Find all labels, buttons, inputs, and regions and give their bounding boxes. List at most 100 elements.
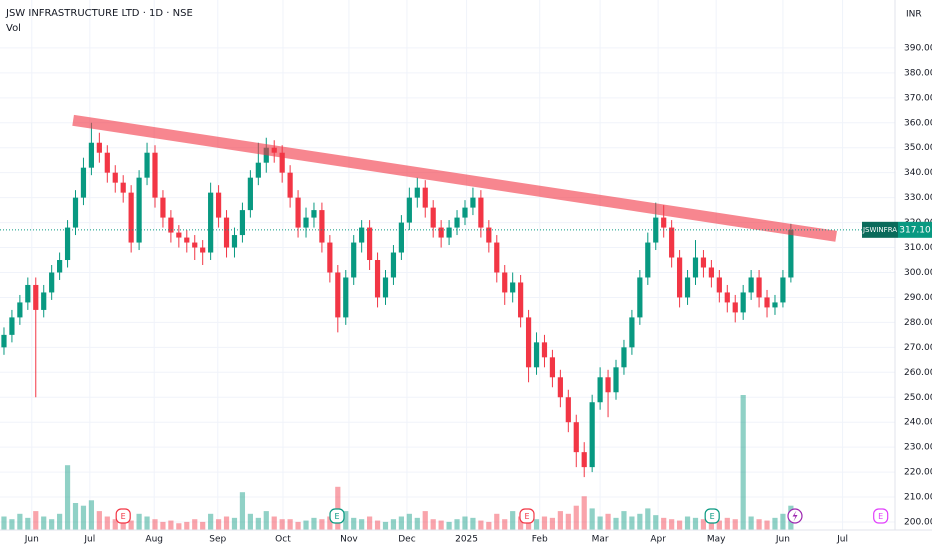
- volume-bar: [676, 520, 683, 530]
- candle-body: [96, 142, 102, 153]
- volume-bar: [263, 511, 269, 530]
- volume-bar: [374, 520, 381, 530]
- split-icon: [787, 508, 803, 524]
- candle-body: [669, 227, 675, 258]
- volume-bar: [573, 505, 579, 530]
- volume-bar: [208, 513, 214, 530]
- candle-body: [446, 227, 452, 238]
- volume-bar: [510, 511, 516, 530]
- volume-bar: [41, 516, 47, 530]
- x-tick-label: Nov: [340, 535, 358, 545]
- last-price-label: 317.10: [899, 225, 931, 235]
- volume-bar: [478, 520, 484, 530]
- event-marker: [519, 508, 535, 524]
- candle-body: [231, 235, 238, 248]
- volume-bar: [653, 515, 659, 530]
- volume-bar: [367, 516, 373, 530]
- volume-bar: [200, 521, 206, 530]
- candle-body: [390, 252, 397, 278]
- event-label: E: [121, 512, 126, 521]
- volume-bar: [247, 513, 253, 530]
- volume-bar: [104, 516, 110, 530]
- volume-bar: [223, 516, 230, 530]
- volume-bar: [80, 505, 87, 530]
- volume-bar: [184, 521, 190, 530]
- candle-body: [239, 210, 246, 236]
- candle-body: [486, 227, 492, 243]
- volume-bar: [748, 516, 754, 530]
- volume-bar: [88, 500, 95, 530]
- volume-bar: [708, 521, 714, 530]
- candle-body: [263, 147, 269, 163]
- y-tick-label: 260.00: [904, 368, 932, 378]
- x-tick-label: Oct: [275, 535, 291, 545]
- candle-body: [152, 152, 158, 198]
- volume-bar: [351, 517, 357, 530]
- candle-body: [621, 347, 627, 368]
- volume-bar: [239, 492, 246, 530]
- volume-bar: [406, 513, 412, 530]
- candle-body: [700, 257, 707, 268]
- candle-body: [510, 282, 516, 293]
- volume-bar: [231, 517, 238, 530]
- candle-body: [692, 257, 699, 278]
- candle-body: [200, 247, 206, 253]
- volume-bar: [764, 520, 770, 530]
- volume-bar: [112, 519, 118, 530]
- symbol-tag: [862, 221, 898, 238]
- candle-body: [541, 342, 548, 358]
- candle-body: [247, 177, 253, 211]
- volume-bar: [9, 519, 15, 530]
- candle-body: [295, 197, 301, 228]
- volume-bar: [128, 520, 134, 530]
- volume-bar: [311, 517, 317, 530]
- volume-bar: [661, 517, 667, 530]
- event-marker: [873, 508, 889, 524]
- volume-bar: [780, 513, 786, 530]
- event-label: E: [710, 512, 715, 521]
- candle-body: [343, 277, 349, 318]
- candle-body: [788, 229, 794, 278]
- y-tick-label: 370.00: [904, 93, 932, 103]
- candle-body: [382, 277, 389, 298]
- volume-bar: [279, 519, 285, 530]
- candle-body: [716, 277, 722, 293]
- candle-body: [104, 152, 110, 173]
- volume-bar: [597, 516, 603, 530]
- y-tick-label: 300.00: [904, 268, 932, 278]
- volume-bar: [287, 519, 293, 530]
- x-tick-label: Jun: [775, 535, 790, 545]
- volume-bar: [136, 513, 142, 530]
- volume-bar: [49, 519, 55, 530]
- volume-bar: [518, 516, 524, 530]
- volume-bar: [613, 517, 619, 530]
- candle-body: [478, 197, 484, 228]
- y-tick-label: 210.00: [904, 493, 932, 503]
- volume-bar: [319, 519, 325, 530]
- volume-bar: [422, 511, 428, 530]
- candle-body: [184, 237, 190, 243]
- chart-title: JSW INFRASTRUCTURE LTD · 1D · NSE: [5, 8, 193, 19]
- candle-body: [80, 167, 87, 198]
- candle-body: [136, 177, 142, 243]
- trendline: [72, 114, 838, 242]
- candle-body: [581, 452, 587, 468]
- candle-body: [72, 197, 79, 228]
- volume-bar: [152, 519, 158, 530]
- candle-body: [1, 334, 7, 348]
- candle-body: [279, 152, 285, 173]
- y-tick-label: 270.00: [904, 343, 932, 353]
- volume-bar: [168, 520, 174, 530]
- candle-body: [374, 260, 381, 298]
- y-tick-label: 380.00: [904, 68, 932, 78]
- candle-body: [573, 422, 579, 453]
- volume-bar: [17, 513, 23, 530]
- candle-body: [430, 207, 436, 228]
- candle-body: [414, 187, 420, 198]
- volume-bar: [684, 516, 691, 530]
- candle-body: [518, 282, 524, 318]
- x-tick-label: Aug: [145, 535, 163, 545]
- candle-body: [589, 402, 595, 468]
